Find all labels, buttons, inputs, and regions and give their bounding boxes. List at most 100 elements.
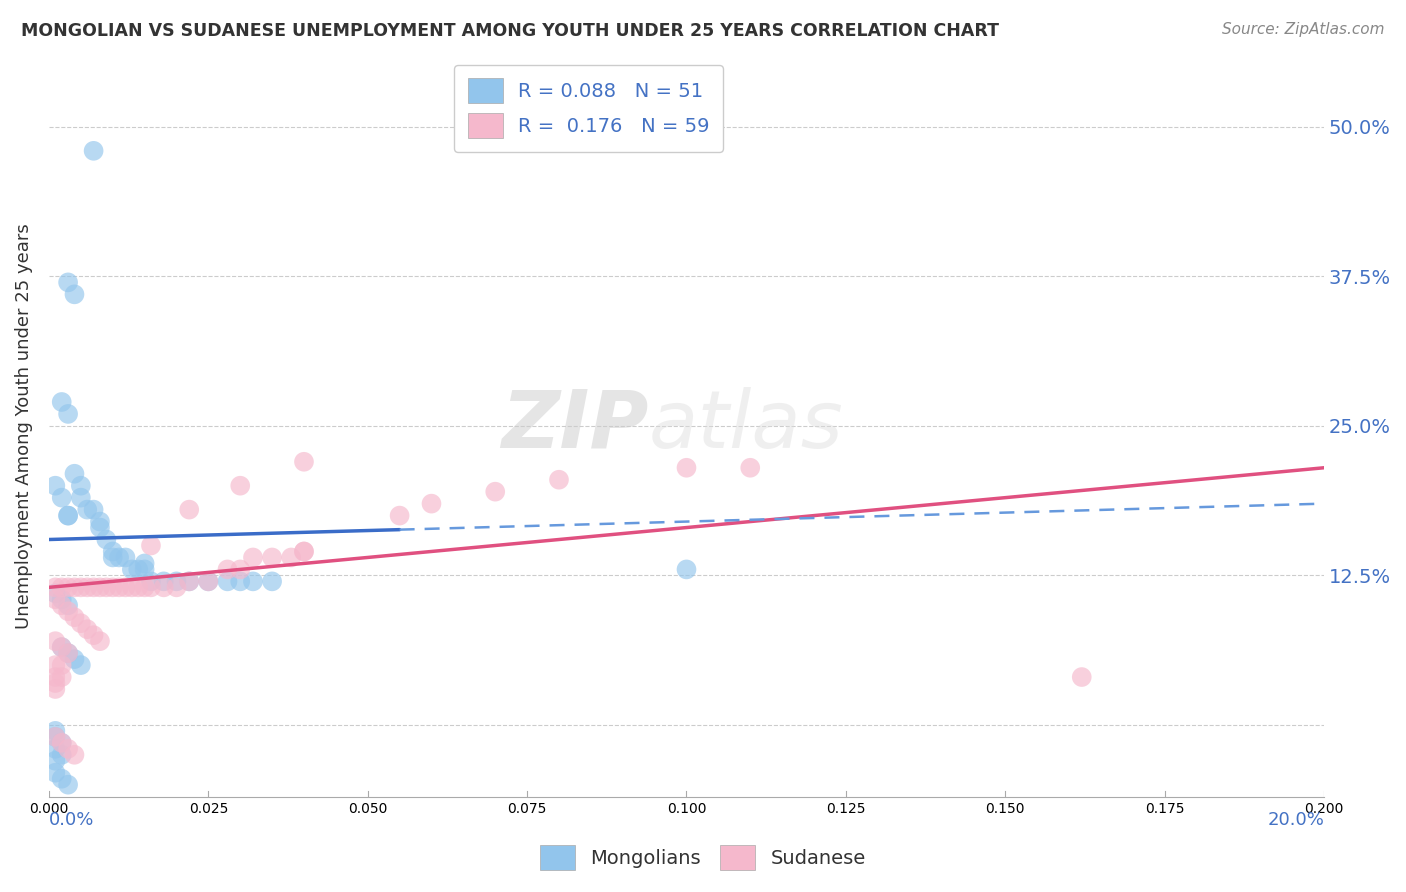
Point bbox=[139, 539, 162, 553]
Point bbox=[56, 646, 79, 660]
Point bbox=[63, 610, 86, 624]
Point bbox=[101, 580, 124, 594]
Point bbox=[56, 741, 79, 756]
Point bbox=[56, 276, 79, 290]
Point bbox=[63, 747, 86, 762]
Point bbox=[134, 557, 156, 571]
Point bbox=[139, 580, 162, 594]
Point bbox=[292, 544, 315, 558]
Point bbox=[51, 395, 73, 409]
Point bbox=[63, 287, 86, 301]
Point bbox=[89, 515, 111, 529]
Point bbox=[51, 592, 73, 607]
Point bbox=[56, 508, 79, 523]
Point bbox=[76, 622, 98, 636]
Point bbox=[89, 580, 111, 594]
Point bbox=[420, 497, 443, 511]
Point bbox=[217, 574, 239, 589]
Point bbox=[51, 658, 73, 673]
Point bbox=[56, 407, 79, 421]
Point bbox=[96, 533, 118, 547]
Point bbox=[121, 562, 143, 576]
Point bbox=[83, 580, 105, 594]
Point bbox=[51, 640, 73, 655]
Point bbox=[44, 730, 66, 744]
Point bbox=[114, 580, 136, 594]
Point bbox=[76, 502, 98, 516]
Point bbox=[70, 658, 93, 673]
Legend: Mongolians, Sudanese: Mongolians, Sudanese bbox=[531, 838, 875, 878]
Point bbox=[197, 574, 219, 589]
Point bbox=[121, 580, 143, 594]
Point bbox=[108, 550, 131, 565]
Point bbox=[51, 491, 73, 505]
Text: MONGOLIAN VS SUDANESE UNEMPLOYMENT AMONG YOUTH UNDER 25 YEARS CORRELATION CHART: MONGOLIAN VS SUDANESE UNEMPLOYMENT AMONG… bbox=[21, 22, 1000, 40]
Point bbox=[44, 592, 66, 607]
Point bbox=[44, 681, 66, 696]
Point bbox=[127, 580, 149, 594]
Point bbox=[51, 736, 73, 750]
Point bbox=[96, 580, 118, 594]
Point bbox=[56, 580, 79, 594]
Point bbox=[127, 562, 149, 576]
Point bbox=[70, 491, 93, 505]
Point bbox=[179, 502, 201, 516]
Point bbox=[548, 473, 571, 487]
Point bbox=[139, 574, 162, 589]
Point bbox=[262, 574, 284, 589]
Y-axis label: Unemployment Among Youth under 25 years: Unemployment Among Youth under 25 years bbox=[15, 223, 32, 629]
Point bbox=[51, 599, 73, 613]
Point bbox=[56, 604, 79, 618]
Point bbox=[229, 478, 252, 492]
Point bbox=[740, 460, 762, 475]
Point bbox=[56, 778, 79, 792]
Point bbox=[51, 640, 73, 655]
Point bbox=[280, 550, 302, 565]
Point bbox=[89, 520, 111, 534]
Point bbox=[166, 580, 188, 594]
Point bbox=[83, 628, 105, 642]
Point bbox=[63, 652, 86, 666]
Point bbox=[242, 574, 264, 589]
Point bbox=[166, 574, 188, 589]
Point bbox=[292, 455, 315, 469]
Point bbox=[70, 478, 93, 492]
Point bbox=[51, 747, 73, 762]
Point bbox=[56, 646, 79, 660]
Point bbox=[217, 562, 239, 576]
Point bbox=[229, 574, 252, 589]
Point bbox=[114, 550, 136, 565]
Point bbox=[44, 634, 66, 648]
Point bbox=[101, 544, 124, 558]
Point bbox=[44, 676, 66, 690]
Point bbox=[292, 544, 315, 558]
Point bbox=[56, 599, 79, 613]
Point bbox=[63, 467, 86, 481]
Text: 0.0%: 0.0% bbox=[49, 811, 94, 829]
Point bbox=[675, 460, 697, 475]
Text: ZIP: ZIP bbox=[501, 387, 648, 465]
Point bbox=[70, 616, 93, 631]
Point bbox=[44, 723, 66, 738]
Point bbox=[63, 580, 86, 594]
Point bbox=[197, 574, 219, 589]
Point bbox=[134, 562, 156, 576]
Point bbox=[83, 144, 105, 158]
Text: Source: ZipAtlas.com: Source: ZipAtlas.com bbox=[1222, 22, 1385, 37]
Point bbox=[44, 754, 66, 768]
Point bbox=[484, 484, 506, 499]
Point bbox=[76, 580, 98, 594]
Point bbox=[152, 574, 174, 589]
Point bbox=[134, 580, 156, 594]
Point bbox=[152, 580, 174, 594]
Point bbox=[388, 508, 411, 523]
Point bbox=[1070, 670, 1092, 684]
Point bbox=[44, 478, 66, 492]
Point bbox=[44, 730, 66, 744]
Point bbox=[44, 741, 66, 756]
Point bbox=[101, 550, 124, 565]
Point bbox=[89, 634, 111, 648]
Point bbox=[51, 772, 73, 786]
Point bbox=[83, 502, 105, 516]
Point bbox=[44, 580, 66, 594]
